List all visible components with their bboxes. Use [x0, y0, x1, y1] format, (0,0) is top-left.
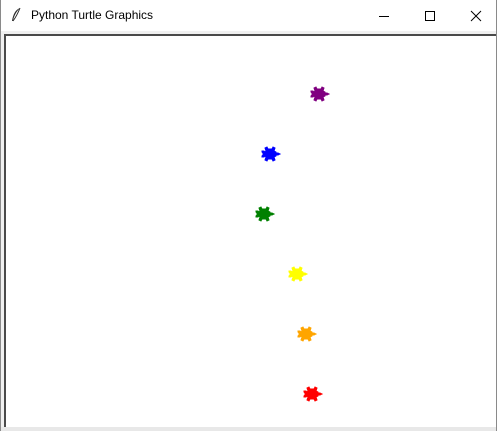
yellow-turtle — [288, 266, 309, 282]
feather-icon — [12, 7, 21, 22]
turtle-icon — [303, 386, 324, 402]
window-bottom-edge — [1, 427, 496, 431]
turtle-icon — [297, 326, 318, 342]
turtle-canvas-frame — [4, 34, 496, 427]
turtle-icon — [288, 266, 309, 282]
orange-turtle — [297, 326, 318, 342]
turtle-canvas[interactable] — [6, 36, 496, 427]
maximize-icon — [425, 10, 435, 21]
maximize-button[interactable] — [407, 0, 453, 31]
window-title: Python Turtle Graphics — [31, 8, 154, 22]
minimize-icon — [379, 15, 389, 17]
turtle-icon — [310, 86, 331, 102]
turtle-icon — [255, 206, 276, 222]
minimize-button[interactable] — [361, 0, 407, 31]
purple-turtle — [310, 86, 331, 102]
red-turtle — [303, 386, 324, 402]
close-icon — [470, 10, 482, 21]
turtle-icon — [261, 146, 282, 162]
title-bar[interactable]: Python Turtle Graphics — [1, 0, 496, 31]
green-turtle — [255, 206, 276, 222]
close-button[interactable] — [453, 0, 497, 31]
blue-turtle — [261, 146, 282, 162]
